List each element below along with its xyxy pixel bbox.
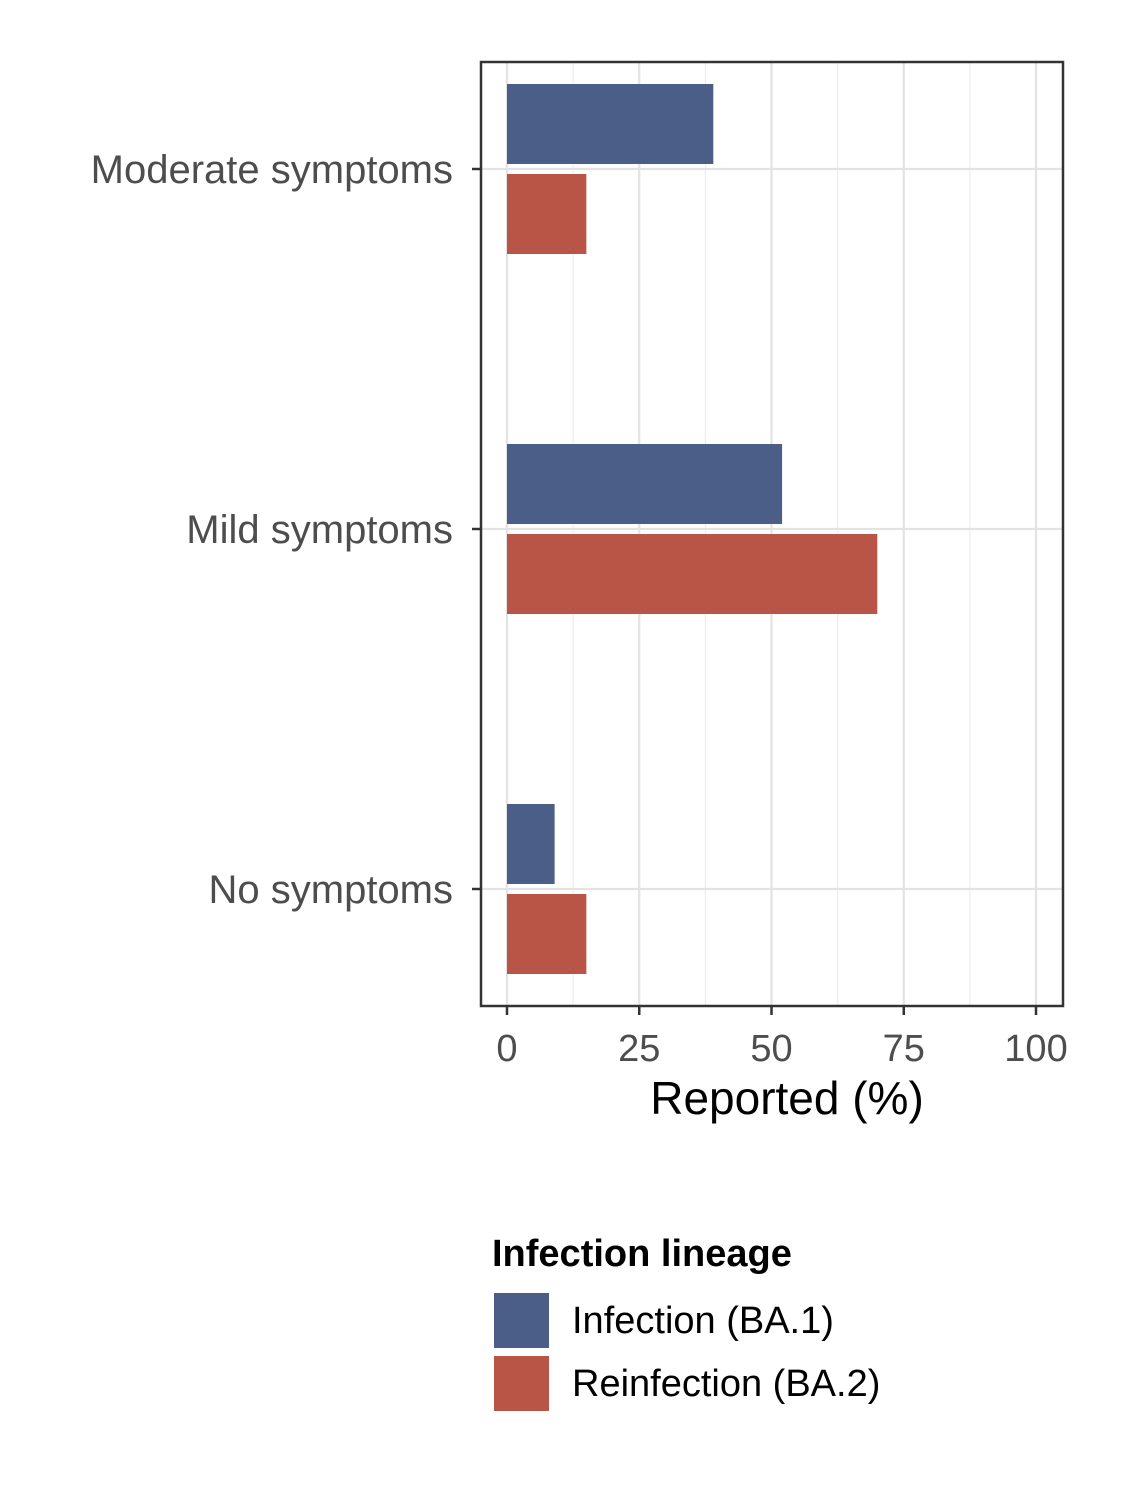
y-tick-label: Moderate symptoms <box>91 148 453 192</box>
y-axis: Moderate symptoms Mild symptoms No symptom… <box>91 148 481 912</box>
bar-infection-moderate-symptoms <box>507 84 714 164</box>
y-tick-label: Mild symptoms <box>186 508 453 552</box>
bar-infection-no-symptoms <box>507 804 555 884</box>
y-tick-label: No symptoms <box>209 868 454 912</box>
legend: Infection lineage Infection (BA.1) Reinf… <box>492 1233 880 1411</box>
bar-reinfection-no-symptoms <box>507 894 587 974</box>
x-axis: 0 25 50 75 100 <box>496 1006 1068 1070</box>
bar-reinfection-moderate-symptoms <box>507 174 587 254</box>
legend-label-infection: Infection (BA.1) <box>572 1300 834 1342</box>
x-tick-label: 75 <box>883 1028 925 1070</box>
legend-swatch-infection <box>494 1293 549 1348</box>
x-axis-title: Reported (%) <box>650 1072 924 1124</box>
bars <box>507 84 878 974</box>
bar-infection-mild-symptoms <box>507 444 783 524</box>
x-tick-label: 100 <box>1004 1028 1067 1070</box>
legend-label-reinfection: Reinfection (BA.2) <box>572 1363 880 1405</box>
legend-swatch-reinfection <box>494 1356 549 1411</box>
x-tick-label: 50 <box>750 1028 792 1070</box>
legend-title: Infection lineage <box>492 1233 792 1275</box>
x-tick-label: 25 <box>618 1028 660 1070</box>
x-tick-label: 0 <box>496 1028 517 1070</box>
bar-reinfection-mild-symptoms <box>507 534 878 614</box>
